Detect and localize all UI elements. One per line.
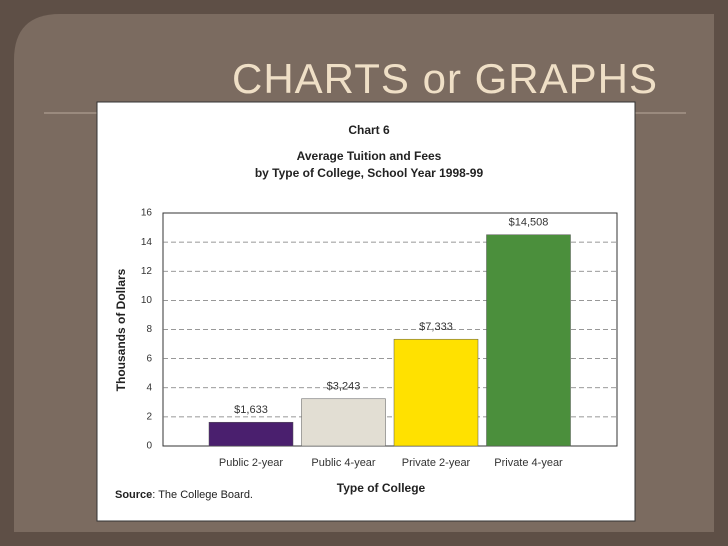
value-label: $7,333 [419,321,453,333]
y-tick-label: 6 [146,353,152,364]
x-tick-label: Public 2-year [219,457,284,469]
x-tick-label: Private 2-year [402,457,471,469]
y-tick-label: 10 [141,295,153,306]
x-tick-label: Public 4-year [311,457,376,469]
source-text: : The College Board. [152,489,253,501]
chart-subtitle: by Type of College, School Year 1998-99 [255,166,484,180]
y-tick-label: 4 [146,382,152,393]
chart-title: Chart 6 [348,123,390,137]
source-label: Source [115,489,152,501]
y-axis-label: Thousands of Dollars [114,268,128,391]
y-tick-label: 2 [146,412,152,423]
x-axis-label: Type of College [337,481,426,495]
bar [208,421,294,447]
value-label: $1,633 [234,404,268,416]
source-note: Source: The College Board. [115,489,253,501]
x-tick-label: Private 4-year [494,457,563,469]
bar [301,398,386,447]
y-tick-label: 16 [141,208,153,219]
y-tick-label: 0 [146,441,152,452]
slide-title: CHARTS or GRAPHS [232,55,658,102]
value-label: $14,508 [509,217,549,229]
y-tick-label: 8 [146,324,152,335]
bar [486,234,571,447]
value-label: $3,243 [327,381,361,393]
y-tick-label: 14 [141,237,153,248]
y-tick-label: 12 [141,266,153,277]
chart-subtitle: Average Tuition and Fees [297,149,442,163]
bar [393,338,479,447]
